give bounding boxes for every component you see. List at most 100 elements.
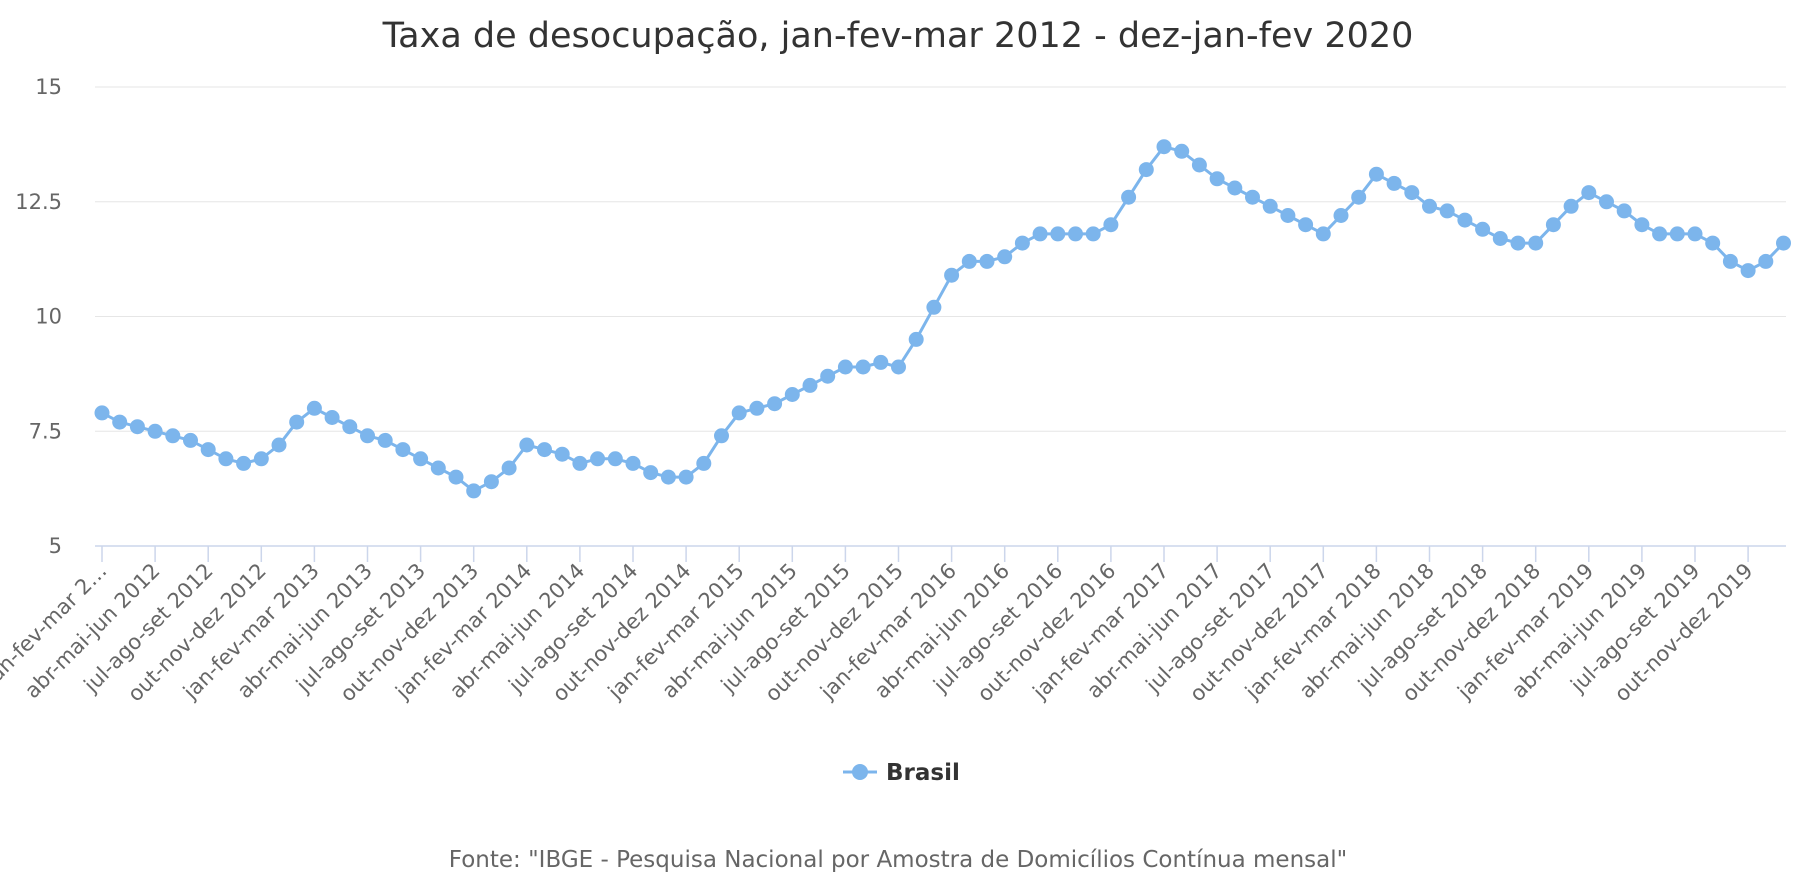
- data-point[interactable]: [1634, 217, 1650, 233]
- data-point[interactable]: [1687, 226, 1703, 242]
- data-point[interactable]: [997, 249, 1013, 265]
- data-point[interactable]: [1581, 185, 1597, 201]
- data-point[interactable]: [1528, 235, 1544, 251]
- data-point[interactable]: [696, 455, 712, 471]
- data-point[interactable]: [289, 414, 305, 430]
- data-point[interactable]: [271, 437, 287, 453]
- data-point[interactable]: [1776, 235, 1791, 251]
- data-point[interactable]: [554, 446, 570, 462]
- data-point[interactable]: [253, 451, 269, 467]
- data-point[interactable]: [926, 299, 942, 315]
- source-credit: Fonte: "IBGE - Pesquisa Nacional por Amo…: [449, 847, 1347, 873]
- legend-label-brasil[interactable]: Brasil: [886, 760, 960, 786]
- data-point[interactable]: [377, 432, 393, 448]
- data-point[interactable]: [519, 437, 535, 453]
- data-point[interactable]: [1085, 226, 1101, 242]
- data-point[interactable]: [1475, 221, 1491, 237]
- data-point[interactable]: [395, 442, 411, 458]
- data-point[interactable]: [1439, 203, 1455, 219]
- data-point[interactable]: [1280, 208, 1296, 223]
- data-point[interactable]: [324, 410, 340, 425]
- data-point[interactable]: [1492, 231, 1508, 246]
- data-point[interactable]: [837, 359, 853, 375]
- data-point[interactable]: [607, 451, 623, 467]
- data-point[interactable]: [961, 253, 977, 269]
- data-point[interactable]: [731, 405, 747, 421]
- data-point[interactable]: [413, 451, 429, 467]
- data-point[interactable]: [1333, 208, 1349, 223]
- data-point[interactable]: [306, 400, 322, 416]
- legend[interactable]: Brasil: [843, 760, 960, 786]
- data-point[interactable]: [572, 455, 588, 471]
- data-point[interactable]: [625, 455, 641, 471]
- data-point[interactable]: [855, 359, 871, 375]
- data-point[interactable]: [1510, 235, 1526, 251]
- data-point[interactable]: [501, 460, 517, 476]
- data-point[interactable]: [1121, 189, 1137, 205]
- data-point[interactable]: [1652, 226, 1668, 242]
- data-point[interactable]: [1191, 157, 1207, 173]
- data-point[interactable]: [1050, 226, 1066, 242]
- data-point[interactable]: [891, 359, 906, 375]
- data-point[interactable]: [714, 428, 729, 444]
- data-point[interactable]: [1209, 171, 1225, 187]
- data-point[interactable]: [873, 354, 889, 370]
- data-point[interactable]: [1262, 198, 1278, 214]
- data-point[interactable]: [1156, 139, 1172, 155]
- data-point[interactable]: [820, 368, 836, 384]
- data-point[interactable]: [749, 400, 765, 416]
- data-point[interactable]: [979, 253, 995, 269]
- data-point[interactable]: [1705, 235, 1721, 251]
- data-point[interactable]: [200, 442, 216, 458]
- data-point[interactable]: [678, 469, 694, 485]
- data-point[interactable]: [483, 474, 499, 490]
- data-point[interactable]: [1386, 175, 1402, 191]
- data-point[interactable]: [1722, 253, 1738, 269]
- data-point[interactable]: [112, 414, 128, 430]
- data-point[interactable]: [1298, 217, 1314, 233]
- data-point[interactable]: [1245, 189, 1260, 205]
- data-point[interactable]: [767, 396, 783, 412]
- data-point[interactable]: [183, 432, 198, 448]
- data-point[interactable]: [660, 469, 676, 485]
- data-point[interactable]: [1422, 198, 1437, 214]
- data-point[interactable]: [466, 483, 482, 499]
- data-point[interactable]: [218, 451, 234, 467]
- data-point[interactable]: [1563, 198, 1579, 214]
- data-point[interactable]: [1351, 189, 1367, 205]
- data-point[interactable]: [784, 387, 800, 402]
- data-point[interactable]: [430, 460, 446, 476]
- data-point[interactable]: [643, 465, 659, 481]
- data-point[interactable]: [802, 377, 818, 393]
- data-point[interactable]: [590, 451, 606, 467]
- data-point[interactable]: [1669, 226, 1685, 242]
- data-point[interactable]: [1404, 185, 1420, 201]
- data-point[interactable]: [1315, 226, 1331, 242]
- data-point[interactable]: [1227, 180, 1243, 196]
- series-points-group[interactable]: [94, 139, 1792, 499]
- data-point[interactable]: [1068, 226, 1083, 242]
- data-point[interactable]: [1457, 212, 1473, 228]
- data-point[interactable]: [360, 428, 375, 444]
- data-point[interactable]: [1014, 235, 1030, 251]
- data-point[interactable]: [1616, 203, 1632, 219]
- data-point[interactable]: [1138, 162, 1154, 178]
- data-point[interactable]: [1599, 194, 1614, 210]
- data-point[interactable]: [944, 267, 960, 283]
- data-point[interactable]: [1174, 143, 1190, 159]
- data-point[interactable]: [342, 419, 358, 435]
- data-point[interactable]: [1758, 253, 1774, 269]
- data-point[interactable]: [129, 419, 145, 435]
- data-point[interactable]: [1740, 263, 1756, 279]
- data-point[interactable]: [147, 423, 163, 439]
- data-point[interactable]: [448, 469, 464, 485]
- data-point[interactable]: [236, 455, 252, 471]
- data-point[interactable]: [165, 428, 181, 444]
- data-point[interactable]: [908, 331, 924, 347]
- data-point[interactable]: [537, 442, 552, 458]
- data-point[interactable]: [1032, 226, 1048, 242]
- data-point[interactable]: [1368, 166, 1384, 182]
- data-point[interactable]: [1545, 217, 1561, 233]
- data-point[interactable]: [94, 405, 110, 421]
- data-point[interactable]: [1103, 217, 1119, 233]
